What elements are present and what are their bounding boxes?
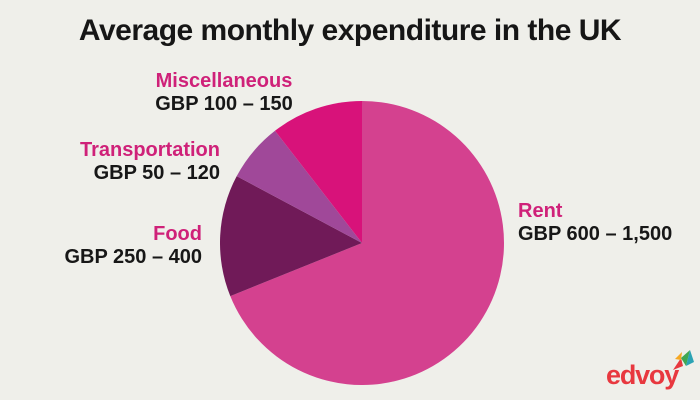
pie-chart [219,101,504,386]
chart-title: Average monthly expenditure in the UK [78,14,622,47]
food-value-range: GBP 250 – 400 [64,246,202,268]
pie-slice-rent [230,101,504,386]
miscellaneous-category-name: Miscellaneous [155,70,293,92]
label-food: Food GBP 250 – 400 [64,223,202,269]
logo-arrow-shard-teal [686,350,694,366]
miscellaneous-value-range: GBP 100 – 150 [155,93,293,115]
pie-slice-miscellaneous [274,101,362,243]
label-rent: Rent GBP 600 – 1,500 [518,200,672,246]
rent-category-name: Rent [518,200,563,222]
pie-chart-svg [219,101,504,386]
label-miscellaneous: Miscellaneous GBP 100 – 150 [148,70,300,116]
edvoy-logo: edvoy [606,349,700,395]
food-category-name: Food [153,223,202,245]
logo-arrow-shard-orange [675,352,682,360]
edvoy-logo-text: edvoy [606,360,679,390]
transportation-category-name: Transportation [79,139,220,161]
pie-slice-transportation [236,130,362,243]
label-transportation: Transportation GBP 50 – 120 [80,139,220,185]
logo-arrow-shard-red [673,358,683,370]
transportation-value-range: GBP 50 – 120 [93,162,220,184]
logo-arrow-shard-green [681,350,690,366]
rent-value-range: GBP 600 – 1,500 [518,223,673,245]
edvoy-arrow-icon [673,350,694,370]
pie-slice-food [219,176,362,297]
